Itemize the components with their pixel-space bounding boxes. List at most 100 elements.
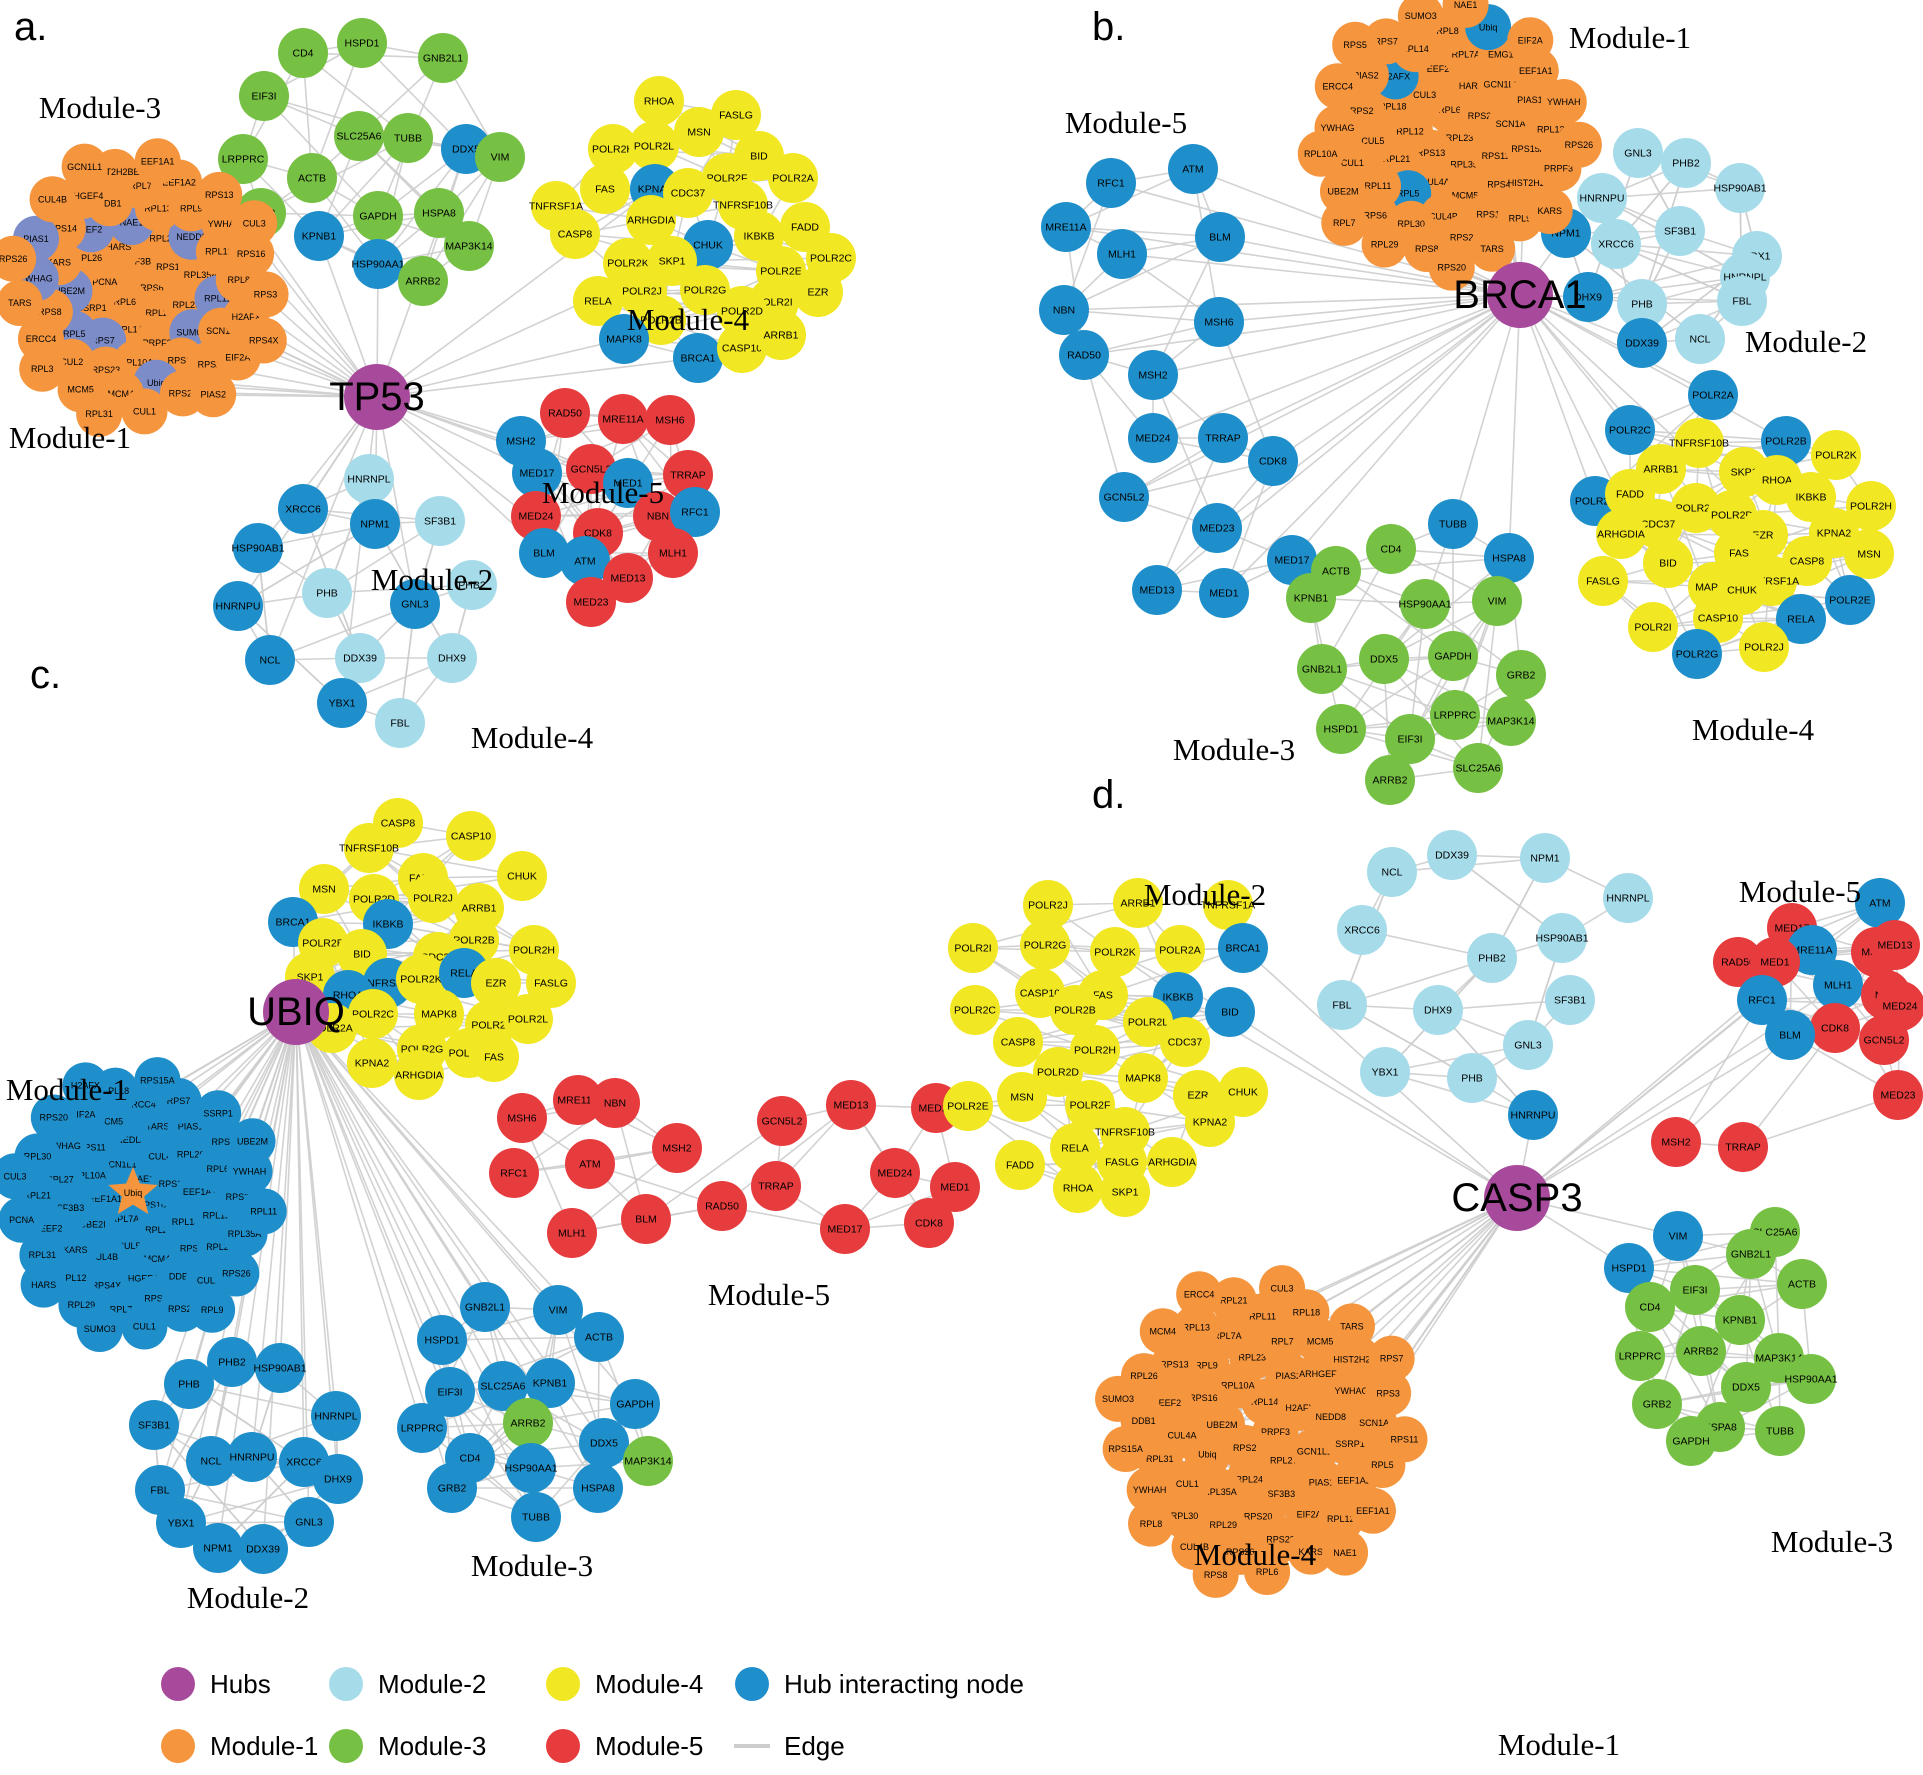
node-SF3B1: SF3B1 xyxy=(129,1400,179,1450)
node-label: ARHGDIA xyxy=(1597,529,1645,541)
node-HSP90AB1: HSP90AB1 xyxy=(231,523,285,573)
node-label: PRPF3 xyxy=(143,338,172,348)
node-label: SUMO3 xyxy=(176,327,208,337)
node-CDK8: CDK8 xyxy=(1810,1003,1860,1053)
node-MED23: MED23 xyxy=(566,577,616,627)
node-label: NAE1 xyxy=(1454,0,1478,10)
node-label: FASLG xyxy=(719,110,753,122)
node-label: NAE1 xyxy=(1333,1548,1357,1558)
node-label: BLM xyxy=(1209,232,1231,244)
edge xyxy=(295,1011,551,1384)
node-ARRB1: ARRB1 xyxy=(1113,878,1163,928)
node-label: HSPA8 xyxy=(422,208,456,220)
node-label: RPL31 xyxy=(29,1250,57,1260)
node-label: SF3B3 xyxy=(1268,1489,1296,1499)
node-label: MSN xyxy=(1857,549,1880,561)
node-label: ARRB2 xyxy=(1372,775,1407,787)
node-label: RPS3 xyxy=(180,1244,204,1254)
node-label: EIF3I xyxy=(1397,734,1422,746)
node-label: RPL21 xyxy=(1383,154,1411,164)
node-YWHAH: YWHAH xyxy=(1540,79,1587,126)
node-label: POLR2D xyxy=(1711,510,1753,522)
node-label: POLR2K xyxy=(1094,947,1135,959)
node-ARRB2: ARRB2 xyxy=(1365,755,1415,805)
module-label: Module-1 xyxy=(9,420,131,455)
node-label: CASP8 xyxy=(1001,1037,1036,1049)
node-label: POLR2G xyxy=(684,285,727,297)
node-label: CUL2 xyxy=(197,1276,220,1286)
node-label: IKBKB xyxy=(744,231,775,243)
node-label: SF3B3 xyxy=(57,1203,85,1213)
node-RHOA: RHOA xyxy=(634,76,684,126)
node-RPS3: RPS3 xyxy=(1365,1370,1412,1417)
node-PHB: PHB xyxy=(1617,279,1667,329)
node-label: HSPD1 xyxy=(1323,724,1358,736)
node-ACTB: ACTB xyxy=(287,153,337,203)
node-label: MED13 xyxy=(610,573,645,585)
node-label: UBE2I xyxy=(80,1220,106,1230)
node-YBX1: YBX1 xyxy=(1360,1047,1410,1097)
node-label: RPL7A xyxy=(1213,1331,1242,1341)
node-BLM: BLM xyxy=(1765,1010,1815,1060)
node-label: MED24 xyxy=(877,1168,912,1180)
module-label: Module-5 xyxy=(708,1277,830,1312)
node-label: MED1 xyxy=(940,1182,969,1194)
node-label: MED24 xyxy=(1135,433,1170,445)
module-label: Module-4 xyxy=(627,302,750,337)
node-GNB2L1: GNB2L1 xyxy=(418,33,468,83)
node-label: NEDD8 xyxy=(176,232,207,242)
node-label: POLR2H xyxy=(1850,501,1892,513)
node-RAD50: RAD50 xyxy=(1059,330,1109,380)
node-label: GCN5L2 xyxy=(1864,1035,1905,1047)
node-NPM1: NPM1 xyxy=(350,499,400,549)
node-label: RPS6 xyxy=(211,1137,235,1147)
node-label: CUL4B xyxy=(1429,211,1458,221)
node-CHUK: CHUK xyxy=(497,851,547,901)
node-label: RPL5 xyxy=(1371,1460,1394,1470)
node-MSH6: MSH6 xyxy=(645,395,695,445)
node-RPS26: RPS26 xyxy=(1555,121,1602,168)
node-label: DHX9 xyxy=(324,1474,352,1486)
node-label: GRB2 xyxy=(1507,670,1536,682)
edge xyxy=(1063,309,1220,323)
node-label: RPS8 xyxy=(1415,244,1439,254)
node-label: MAP3K14 xyxy=(1755,1353,1802,1365)
node-label: EMG1 xyxy=(1488,49,1514,59)
node-NBN: NBN xyxy=(1039,285,1089,335)
node-label: CUL1 xyxy=(1176,1479,1199,1489)
node-SSRP1: SSRP1 xyxy=(195,1090,242,1137)
edge xyxy=(376,396,416,605)
node-label: YWHAG xyxy=(1334,1386,1368,1396)
node-label: PIAS1 xyxy=(1309,1477,1335,1487)
node-label: RELA xyxy=(584,296,611,308)
node-label: YWHAG xyxy=(19,273,53,283)
node-RPL13: RPL13 xyxy=(1173,1304,1220,1351)
node-label: RPS26 xyxy=(1226,1547,1255,1557)
edge xyxy=(645,1120,783,1220)
node-label: RFC1 xyxy=(1097,178,1125,190)
node-label: RHOA xyxy=(644,96,674,108)
node-label: RPL31 xyxy=(85,409,113,419)
edge xyxy=(269,396,378,661)
node-HNRNPL: HNRNPL xyxy=(311,1391,361,1441)
node-label: RPL10A xyxy=(72,1171,106,1181)
node-label: MCM5 xyxy=(97,1117,124,1127)
node-label: RPS4X xyxy=(92,1281,122,1291)
node-label: RPL9 xyxy=(201,1305,224,1315)
node-label: FADD xyxy=(1616,489,1644,501)
node-label: ARRB2 xyxy=(405,276,440,288)
node-label: PHB2 xyxy=(1478,953,1506,965)
node-YBX1: YBX1 xyxy=(156,1498,206,1548)
node-POLR2L: POLR2L xyxy=(1123,997,1173,1047)
node-label: TNFRSF10B xyxy=(339,843,399,855)
node-label: RPL23 xyxy=(1446,133,1474,143)
node-label: DHX9 xyxy=(438,653,466,665)
node-label: DDX39 xyxy=(343,653,377,665)
node-RPL10A: RPL10A xyxy=(1297,130,1344,177)
legend-label: Edge xyxy=(784,1731,845,1761)
node-CASP10: CASP10 xyxy=(446,811,496,861)
node-label: CDC37 xyxy=(671,188,706,200)
node-label: CUL4A xyxy=(1421,177,1450,187)
node-MAPK8: MAPK8 xyxy=(599,314,649,364)
node-label: POLR2E xyxy=(947,1101,988,1113)
